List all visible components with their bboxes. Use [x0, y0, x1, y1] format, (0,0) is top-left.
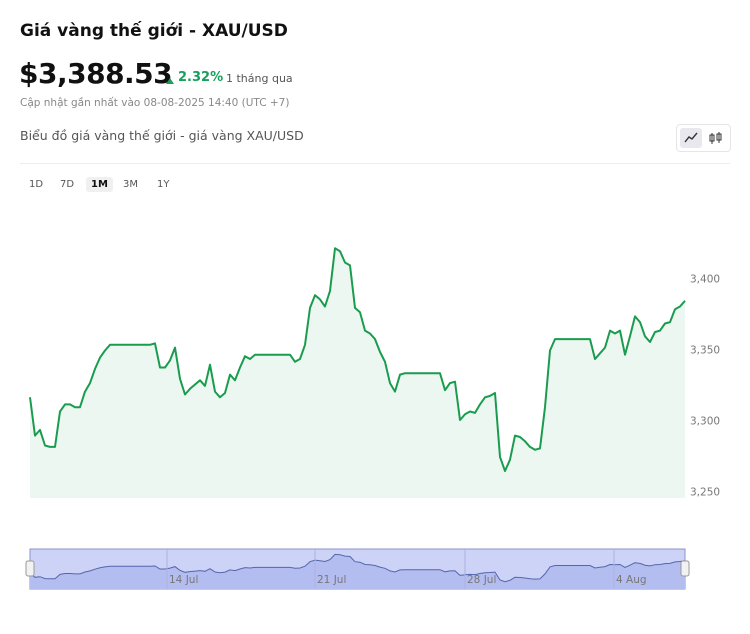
- navigator-handle[interactable]: [680, 560, 690, 577]
- timeframe-button[interactable]: 1Y: [157, 179, 170, 190]
- up-arrow: [166, 78, 174, 84]
- navigator-label: 4 Aug: [616, 574, 647, 586]
- y-tick-label: 3,400: [690, 274, 720, 286]
- change-period: 1 tháng qua: [226, 72, 293, 85]
- separator: [20, 163, 730, 164]
- navigator-area: [30, 554, 685, 589]
- y-tick-label: 3,250: [690, 486, 720, 498]
- price-line: [29, 247, 686, 472]
- timeframe-button[interactable]: 1M: [86, 177, 113, 192]
- navigator-label: 28 Jul: [467, 574, 496, 586]
- handle: [680, 560, 690, 577]
- timeframe-button[interactable]: 3M: [123, 179, 138, 190]
- timeframe-button[interactable]: 7D: [60, 179, 75, 190]
- toggle-icons: [680, 128, 722, 148]
- navigator-label: 21 Jul: [317, 574, 346, 586]
- navigator-line: [29, 553, 686, 583]
- chart-type-toggle[interactable]: [676, 124, 731, 152]
- y-tick-label: 3,350: [690, 344, 720, 356]
- navigator-handle[interactable]: [25, 560, 35, 577]
- timeframe-button[interactable]: 1D: [29, 179, 44, 190]
- change: 2.32%: [178, 70, 224, 85]
- area-fill: [30, 248, 685, 498]
- title: Giá vàng thế giới - XAU/USD: [20, 21, 288, 41]
- price: $3,388.53: [19, 57, 173, 90]
- navigator-label: 14 Jul: [169, 574, 198, 586]
- chart-heading: Biểu đồ giá vàng thế giới - giá vàng XAU…: [20, 128, 304, 143]
- y-tick-label: 3,300: [690, 415, 720, 427]
- updated: Cập nhật gần nhất vào 08-08-2025 14:40 (…: [20, 97, 290, 109]
- handle: [25, 560, 35, 577]
